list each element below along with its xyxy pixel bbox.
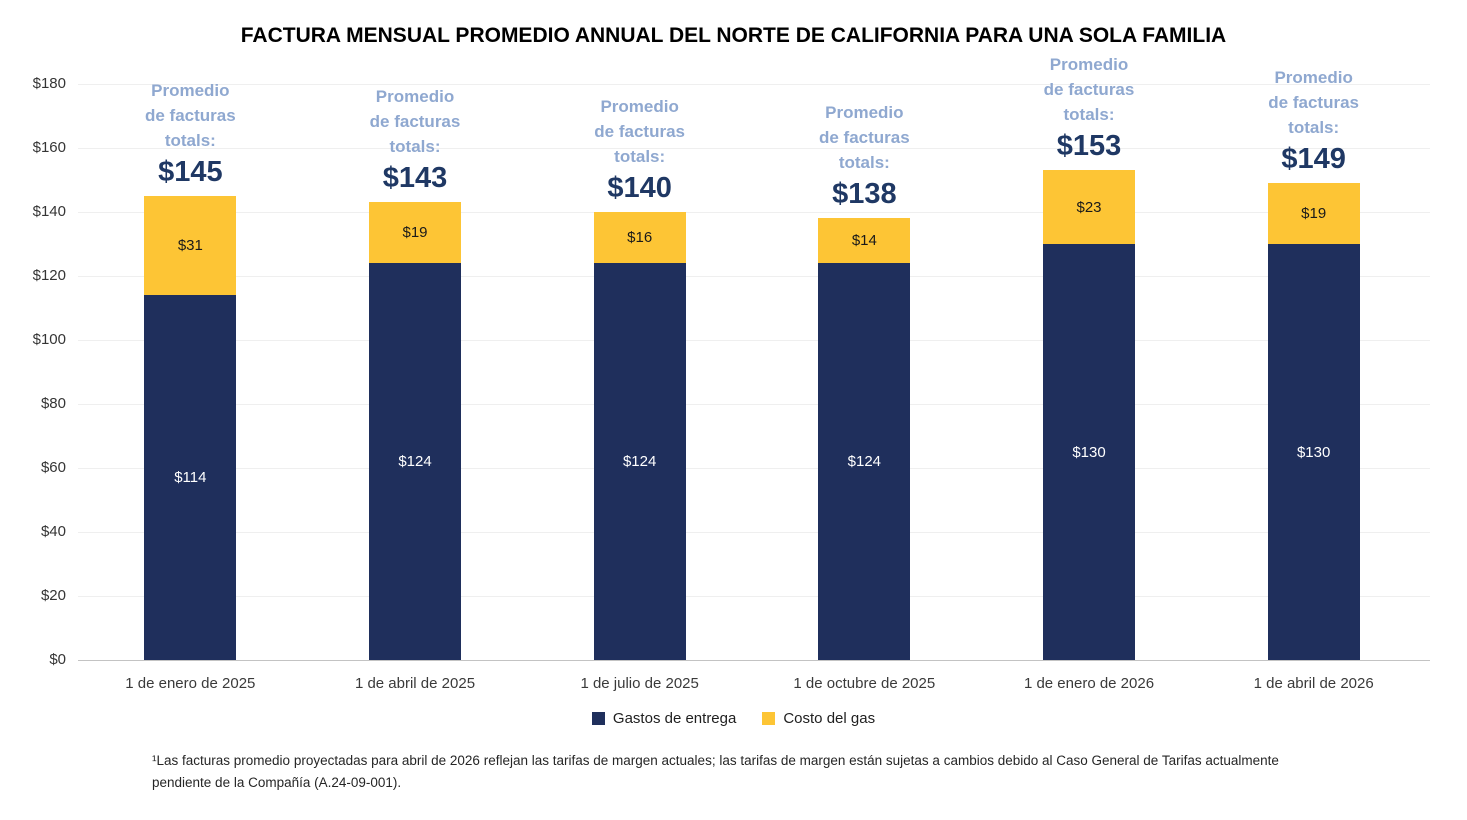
annotation-label-line: de facturas — [1043, 80, 1135, 100]
annotation-label-line: totals: — [1063, 105, 1115, 125]
annotation-total-value: $149 — [1281, 143, 1346, 176]
annotation-total-value: $153 — [1056, 130, 1122, 163]
bar-group: $31 $114 — [144, 196, 237, 660]
gas-segment: $16 — [593, 212, 686, 264]
annotation-label-line: Promedio — [1274, 68, 1353, 88]
delivery-value-label: $124 — [847, 453, 882, 471]
legend-label: Gastos de entrega — [612, 710, 737, 727]
annotation-label-line: Promedio — [825, 103, 904, 123]
bar-group: $23 $130 — [1043, 170, 1135, 660]
delivery-segment: $124 — [369, 263, 461, 660]
annotation-label-line: Promedio — [151, 81, 230, 100]
y-axis: $0 $20 $40 $60 $80 $100 $120 $140 $160 $180 — [6, 75, 66, 668]
delivery-segment: $114 — [144, 295, 237, 660]
gas-value-label: $31 — [177, 237, 203, 255]
legend: Gastos de entrega Costo del gas — [0, 710, 1467, 727]
plot-area: $31 $114 Promedio de facturas totals: $145 1 d… — [78, 55, 1430, 692]
annotation-label-line: totals: — [389, 137, 441, 157]
gridline — [78, 212, 1430, 213]
annotation-label-line: totals: — [1288, 118, 1340, 138]
y-axis-label: $60 — [40, 459, 66, 476]
gas-segment: $14 — [818, 218, 911, 264]
annotation-label-line: de facturas — [369, 112, 461, 132]
annotation-label-line: totals: — [838, 153, 890, 173]
annotation-label-line: de facturas — [818, 128, 910, 148]
y-axis-label: $180 — [32, 75, 66, 92]
gas-segment: $23 — [1043, 170, 1135, 244]
y-axis-label: $20 — [40, 587, 66, 604]
annotation-label-line: de facturas — [594, 122, 685, 141]
y-axis-label: $120 — [32, 267, 66, 284]
annotation-total-value: $140 — [607, 172, 672, 204]
gas-segment: $19 — [1267, 183, 1360, 244]
gridline — [78, 404, 1430, 405]
bar-group: $19 $124 — [369, 202, 461, 660]
x-axis-label: 1 de enero de 2025 — [125, 675, 256, 692]
y-axis-label: $100 — [32, 331, 66, 348]
bar-group: $14 $124 — [818, 218, 911, 660]
total-annotation: Promedio de facturas totals: $149 — [1204, 65, 1424, 176]
bar-group: $16 $124 — [593, 212, 686, 660]
delivery-segment: $130 — [1267, 244, 1360, 660]
annotation-label-line: de facturas — [1268, 93, 1359, 113]
total-annotation: Promedio de facturas totals: $138 — [754, 100, 974, 211]
total-annotation: Promedio de facturas totals: $153 — [979, 52, 1199, 163]
gridline — [78, 276, 1430, 277]
total-annotation: Promedio de facturas totals: $143 — [305, 84, 525, 195]
y-axis-label: $160 — [32, 139, 66, 156]
y-axis-label: $80 — [40, 395, 66, 412]
delivery-segment: $124 — [818, 263, 911, 660]
delivery-value-label: $124 — [398, 453, 432, 471]
legend-item: Costo del gas — [762, 710, 875, 727]
x-axis-label: 1 de abril de 2026 — [1253, 675, 1374, 692]
gas-value-label: $16 — [627, 229, 653, 247]
legend-swatch — [762, 712, 776, 725]
y-axis-label: $40 — [40, 523, 66, 540]
annotation-label-line: Promedio — [1049, 55, 1129, 75]
gridline — [78, 340, 1430, 341]
annotation-label-line: Promedio — [375, 87, 455, 107]
annotation-total-value: $143 — [382, 162, 448, 195]
x-axis-label: 1 de octubre de 2025 — [793, 675, 936, 692]
delivery-value-label: $124 — [622, 453, 657, 471]
gridline — [78, 660, 1430, 661]
delivery-segment: $124 — [593, 263, 686, 660]
legend-label: Costo del gas — [783, 710, 876, 727]
gas-segment: $31 — [144, 196, 237, 296]
annotation-total-value: $138 — [832, 178, 897, 211]
gridline — [78, 468, 1430, 469]
gridline — [78, 84, 1430, 85]
total-annotation: Promedio de facturas totals: $140 — [530, 94, 750, 205]
gas-value-label: $14 — [851, 232, 877, 250]
legend-item: Gastos de entrega — [591, 710, 737, 727]
chart-title: FACTURA MENSUAL PROMEDIO ANNUAL DEL NORT… — [240, 24, 1227, 47]
gas-value-label: $23 — [1076, 198, 1102, 216]
bar-group: $19 $130 — [1267, 183, 1360, 660]
gridline — [78, 148, 1430, 149]
delivery-value-label: $130 — [1296, 443, 1331, 461]
x-axis-label: 1 de enero de 2026 — [1023, 675, 1155, 692]
annotation-total-value: $145 — [158, 156, 223, 188]
gas-value-label: $19 — [1301, 205, 1327, 223]
x-axis-label: 1 de abril de 2025 — [354, 675, 476, 692]
gas-value-label: $19 — [402, 224, 428, 242]
delivery-segment: $130 — [1043, 244, 1135, 660]
x-axis-label: 1 de julio de 2025 — [580, 675, 699, 692]
y-axis-label: $0 — [49, 651, 66, 668]
annotation-label-line: totals: — [164, 131, 216, 150]
y-axis-label: $140 — [32, 203, 66, 220]
annotation-label-line: Promedio — [600, 97, 679, 116]
gas-segment: $19 — [369, 202, 461, 264]
delivery-value-label: $114 — [174, 469, 207, 487]
delivery-value-label: $130 — [1072, 443, 1106, 461]
legend-swatch — [591, 712, 605, 725]
gridline — [78, 532, 1430, 533]
footnote: ¹Las facturas promedio proyectadas para … — [152, 753, 1279, 791]
total-annotation: Promedio de facturas totals: $145 — [80, 78, 300, 189]
annotation-label-line: totals: — [614, 147, 666, 166]
gridline — [78, 596, 1430, 597]
annotation-label-line: de facturas — [144, 106, 236, 125]
